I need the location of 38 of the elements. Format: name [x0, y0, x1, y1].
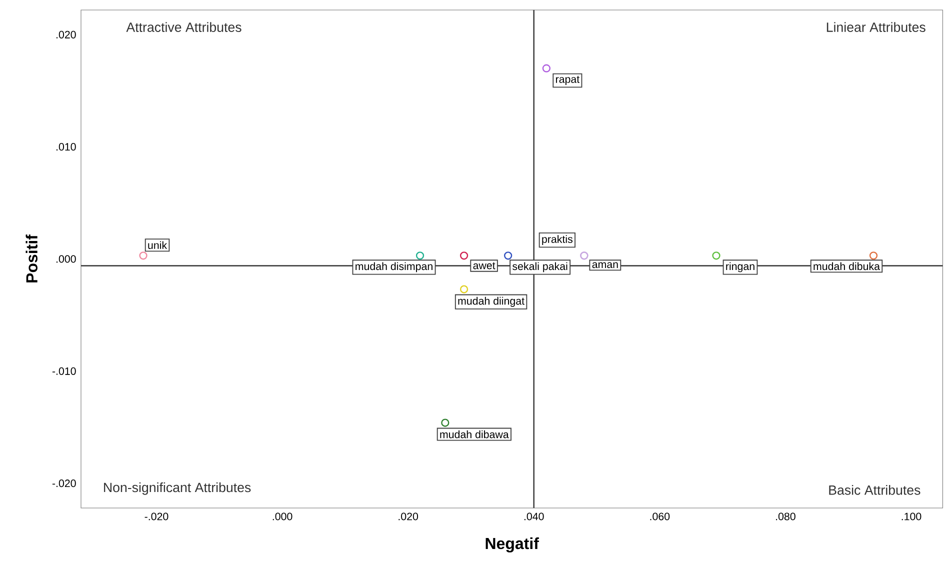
series-label: praktis: [542, 235, 572, 246]
y-axis-title: Positif: [26, 234, 38, 282]
annotation: Attractive Attributes: [126, 22, 242, 32]
series-label: mudah diingat: [458, 296, 524, 307]
point: [416, 252, 424, 260]
point: [869, 252, 878, 260]
y-tick-label: .010: [56, 143, 76, 151]
point: [139, 252, 148, 260]
series-label: sekali pakai: [512, 262, 568, 272]
point: [504, 252, 512, 260]
y-tick-label: .000: [56, 255, 76, 263]
y-tick-label: -.010: [52, 367, 76, 375]
point: [460, 285, 468, 294]
point: [712, 252, 720, 260]
y-tick-label: -.020: [52, 480, 76, 488]
series-label: rapat: [556, 76, 580, 86]
y-tick-label: .020: [56, 30, 76, 38]
x-tick-label: .100: [902, 512, 922, 520]
x-axis-title: Negatif: [486, 537, 539, 552]
series-label: aman: [592, 262, 618, 268]
series-label: mudah disimpan: [356, 262, 432, 272]
x-tick-label: .080: [776, 512, 796, 520]
x-tick-label: -.020: [144, 512, 168, 520]
annotation: Liniear Attributes: [826, 22, 926, 32]
annotation: Basic Attributes: [829, 485, 920, 495]
point: [441, 418, 450, 427]
series-label: ringan: [726, 262, 754, 272]
series-label: awet: [473, 262, 496, 270]
series-label: mudah dibawa: [440, 430, 509, 438]
annotation: Non-significant Attributes: [104, 482, 251, 495]
point: [542, 64, 550, 72]
x-tick-label: .040: [524, 512, 544, 520]
x-tick-label: .020: [398, 512, 418, 520]
point: [460, 252, 468, 260]
series-label: mudah dibuka: [814, 262, 880, 270]
x-tick-label: .060: [650, 512, 670, 520]
series-label: unik: [148, 241, 168, 250]
x-tick-label: .000: [272, 512, 292, 520]
